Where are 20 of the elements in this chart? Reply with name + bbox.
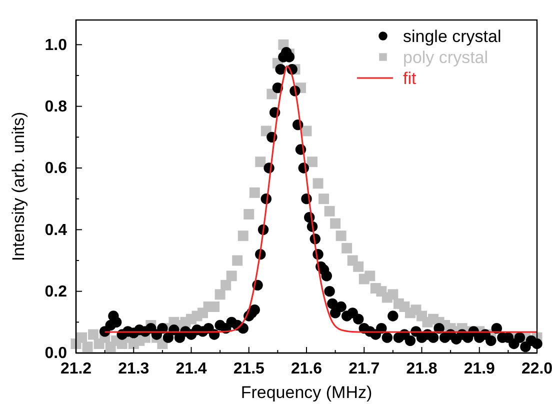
x-tick-label: 21.9 [464, 360, 496, 378]
legend-label: fit [403, 69, 416, 88]
x-tick-label: 21.7 [348, 360, 380, 378]
y-tick-label: 0.6 [44, 160, 68, 178]
y-tick-label: 0.4 [44, 222, 68, 239]
y-tick-label: 0.2 [44, 283, 68, 300]
x-tick-label: 21.6 [290, 360, 322, 378]
x-tick-label: 21.8 [406, 360, 438, 378]
y-tick-label: 0.0 [44, 345, 68, 362]
y-axis-title: Intensity (arb. units) [9, 112, 28, 262]
x-axis-title: Frequency (MHz) [240, 383, 372, 402]
legend-label: poly crystal [403, 48, 488, 67]
legend-label: single crystal [403, 27, 502, 46]
x-tick-label: 22.0 [521, 360, 552, 378]
x-tick-label: 21.5 [233, 360, 265, 378]
y-tick-label: 1.0 [44, 36, 68, 54]
y-tick-label: 0.8 [44, 98, 68, 116]
x-tick-label: 21.3 [118, 360, 150, 378]
x-tick-label: 21.4 [176, 360, 207, 378]
x-tick-label: 21.2 [60, 360, 92, 378]
